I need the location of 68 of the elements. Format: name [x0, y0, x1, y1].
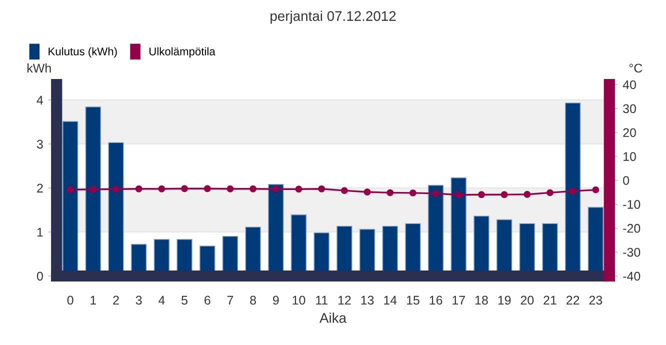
- x-tick-label: 23: [589, 296, 602, 305]
- point: [409, 189, 416, 196]
- y2-tick-label: 20: [623, 128, 636, 138]
- point: [569, 188, 576, 195]
- x-tick-label: 18: [475, 296, 488, 305]
- point: [204, 185, 211, 192]
- y-tick-label: 2: [37, 184, 43, 192]
- point: [340, 187, 348, 194]
- chart-title: perjantai 07.12.2012: [270, 10, 396, 24]
- x-tick-label: 6: [204, 296, 210, 305]
- point: [386, 189, 394, 196]
- point: [181, 185, 188, 192]
- point: [478, 191, 485, 198]
- x-tick-label: 13: [361, 296, 374, 305]
- x-axis-title: Aika: [320, 312, 347, 323]
- y2-tick-label: 40: [622, 80, 636, 90]
- y-axis-title: kWh: [27, 63, 51, 72]
- y-tick-label: 3: [36, 140, 43, 149]
- x-tick-label: 4: [158, 296, 165, 305]
- y2-tick-label: -10: [623, 200, 640, 209]
- x-tick-label: 8: [250, 296, 256, 305]
- x-tick-label: 15: [406, 296, 420, 305]
- point: [592, 186, 600, 194]
- x-tick-label: 20: [520, 296, 534, 305]
- point: [250, 185, 257, 192]
- point: [90, 186, 97, 193]
- y-tick-label: 0: [36, 272, 43, 281]
- x-tick-label: 22: [566, 296, 580, 305]
- x-tick-label: 0: [67, 296, 74, 305]
- x-tick-label: 3: [136, 296, 142, 305]
- y2-tick-label: -40: [623, 272, 640, 281]
- point: [524, 190, 531, 198]
- x-tick-label: 12: [338, 296, 351, 305]
- point: [500, 191, 508, 198]
- y2-tick-label: -20: [623, 224, 640, 233]
- x-tick-label: 5: [182, 296, 188, 305]
- legend-label: Ulkolämpötila: [149, 47, 216, 58]
- point: [455, 191, 462, 198]
- point: [546, 189, 554, 196]
- point: [135, 185, 142, 192]
- point: [66, 186, 74, 194]
- x-tick-label: 14: [384, 296, 397, 305]
- x-tick-label: 17: [452, 296, 465, 305]
- y2-tick-label: 0: [623, 176, 630, 185]
- legend-label: Kulutus (kWh): [48, 47, 117, 58]
- y2-tick-label: 10: [624, 152, 636, 161]
- point: [272, 186, 280, 193]
- x-tick-label: 2: [113, 296, 119, 305]
- y2-tick-label: -30: [623, 248, 640, 257]
- y-tick-label: 1: [37, 228, 43, 237]
- y2-tick-label: 30: [623, 104, 636, 114]
- point: [432, 190, 440, 197]
- y-tick-label: 4: [36, 96, 44, 104]
- point: [158, 185, 166, 192]
- x-tick-label: 11: [316, 296, 328, 305]
- x-tick-label: 1: [90, 296, 96, 305]
- point: [318, 185, 326, 192]
- x-tick-label: 19: [498, 296, 511, 305]
- point: [226, 185, 234, 192]
- x-tick-label: 7: [227, 296, 234, 305]
- point: [295, 186, 302, 193]
- x-tick-label: 16: [430, 296, 442, 305]
- point: [112, 186, 120, 193]
- point: [364, 188, 371, 196]
- y2-axis-title: °C: [629, 64, 642, 73]
- x-tick-label: 21: [544, 296, 556, 305]
- x-tick-label: 9: [273, 296, 279, 305]
- x-tick-label: 10: [292, 296, 306, 305]
